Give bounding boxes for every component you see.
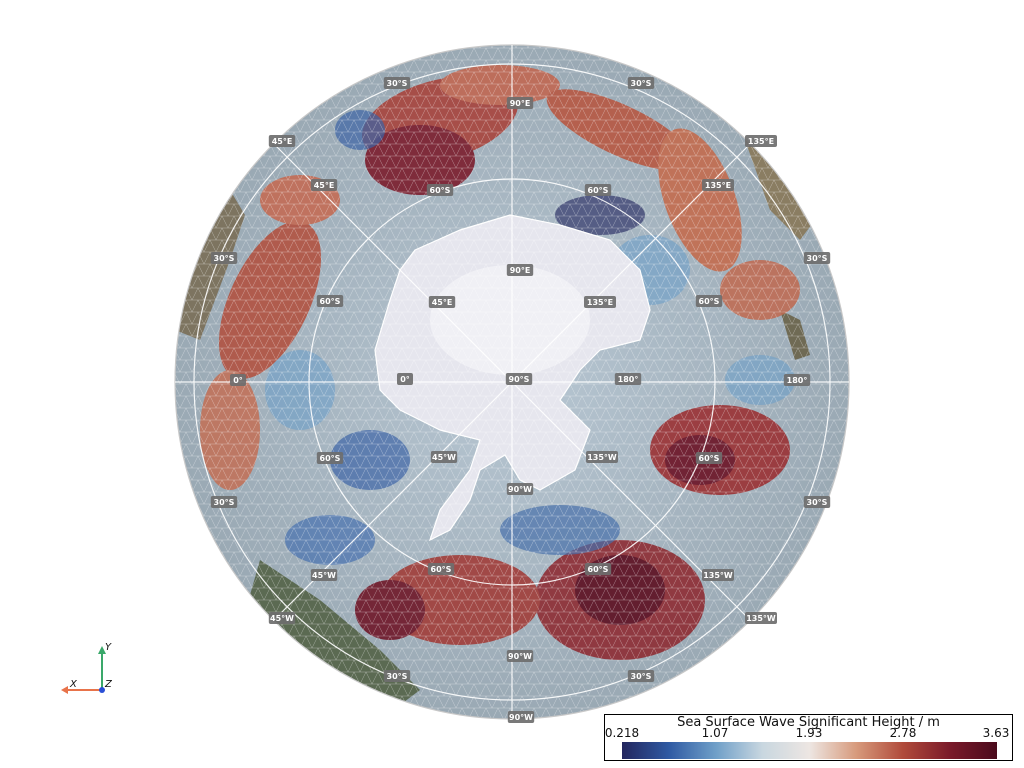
svg-text:45°W: 45°W bbox=[270, 614, 294, 623]
graticule-labels: 90°S 90°E 45°E 135°E 0° 180° 45°W 135°W 90°W 60°S… bbox=[210, 77, 831, 723]
graticule-label: 60°S bbox=[427, 563, 455, 575]
colorbar-gradient bbox=[622, 742, 997, 759]
svg-text:90°E: 90°E bbox=[510, 99, 531, 108]
svg-text:135°E: 135°E bbox=[587, 298, 613, 307]
svg-text:45°W: 45°W bbox=[432, 453, 456, 462]
graticule-label: 60°S bbox=[584, 563, 612, 575]
svg-text:135°E: 135°E bbox=[748, 137, 774, 146]
graticule-label: 30°S bbox=[803, 496, 831, 508]
graticule-label: 60°S bbox=[316, 295, 344, 307]
graticule-label: 0° bbox=[397, 373, 413, 385]
svg-text:60°S: 60°S bbox=[588, 186, 609, 195]
svg-text:30°S: 30°S bbox=[807, 254, 828, 263]
colorbar-tick: 1.93 bbox=[795, 726, 823, 740]
graticule-label: 180° bbox=[783, 374, 811, 386]
graticule-label: 45°E bbox=[268, 135, 296, 147]
svg-text:135°W: 135°W bbox=[703, 571, 733, 580]
svg-text:60°S: 60°S bbox=[430, 186, 451, 195]
svg-text:135°W: 135°W bbox=[746, 614, 776, 623]
colorbar-tick: 0.218 bbox=[604, 726, 640, 740]
svg-text:90°S: 90°S bbox=[509, 375, 530, 384]
graticule-label: 135°E bbox=[584, 296, 616, 308]
svg-text:30°S: 30°S bbox=[387, 672, 408, 681]
graticule-label: 135°E bbox=[702, 179, 734, 191]
graticule-label: 135°E bbox=[745, 135, 777, 147]
graticule-label: 90°E bbox=[506, 264, 534, 276]
orientation-axes[interactable]: Y X Z bbox=[58, 640, 118, 700]
svg-text:45°E: 45°E bbox=[314, 181, 335, 190]
svg-text:90°W: 90°W bbox=[508, 652, 532, 661]
svg-text:30°S: 30°S bbox=[214, 254, 235, 263]
x-axis-arrow-icon bbox=[61, 686, 68, 694]
graticule-label: 90°E bbox=[506, 97, 534, 109]
graticule-label: 45°W bbox=[430, 451, 458, 463]
graticule-label: 60°S bbox=[695, 452, 723, 464]
svg-text:90°W: 90°W bbox=[509, 713, 533, 722]
graticule-label: 135°W bbox=[745, 612, 777, 624]
svg-text:30°S: 30°S bbox=[387, 79, 408, 88]
svg-text:180°: 180° bbox=[618, 375, 639, 384]
svg-text:180°: 180° bbox=[787, 376, 808, 385]
svg-text:60°S: 60°S bbox=[699, 454, 720, 463]
graticule-label: 30°S bbox=[627, 670, 655, 682]
svg-text:30°S: 30°S bbox=[631, 672, 652, 681]
colorbar-tick: 3.63 bbox=[982, 726, 1010, 740]
colorbar-title: Sea Surface Wave Significant Height / m bbox=[677, 715, 940, 730]
z-axis-label: Z bbox=[104, 679, 113, 690]
graticule-label: 45°W bbox=[310, 569, 338, 581]
pole-label: 90°S bbox=[505, 373, 533, 385]
graticule-label: 45°W bbox=[268, 612, 296, 624]
svg-text:45°E: 45°E bbox=[432, 298, 453, 307]
graticule-label: 30°S bbox=[627, 77, 655, 89]
graticule-label: 135°W bbox=[702, 569, 734, 581]
graticule-label: 0° bbox=[230, 374, 246, 386]
svg-text:60°S: 60°S bbox=[320, 454, 341, 463]
graticule-label: 30°S bbox=[210, 496, 238, 508]
graticule-label: 30°S bbox=[803, 252, 831, 264]
svg-text:135°W: 135°W bbox=[587, 453, 617, 462]
graticule-label: 60°S bbox=[695, 295, 723, 307]
graticule-label: 90°W bbox=[507, 711, 535, 723]
svg-text:30°S: 30°S bbox=[214, 498, 235, 507]
graticule-label: 30°S bbox=[210, 252, 238, 264]
svg-text:30°S: 30°S bbox=[631, 79, 652, 88]
graticule-label: 60°S bbox=[426, 184, 454, 196]
colorbar-tick: 2.78 bbox=[889, 726, 917, 740]
svg-text:135°E: 135°E bbox=[705, 181, 731, 190]
graticule-label: 60°S bbox=[584, 184, 612, 196]
graticule-label: 135°W bbox=[586, 451, 618, 463]
svg-text:60°S: 60°S bbox=[431, 565, 452, 574]
svg-text:0°: 0° bbox=[400, 375, 410, 384]
graticule-label: 30°S bbox=[383, 670, 411, 682]
y-axis-label: Y bbox=[105, 642, 112, 653]
svg-text:45°W: 45°W bbox=[312, 571, 336, 580]
svg-text:30°S: 30°S bbox=[807, 498, 828, 507]
graticule-label: 180° bbox=[614, 373, 642, 385]
z-axis-dot-icon bbox=[99, 687, 105, 693]
svg-text:0°: 0° bbox=[233, 376, 243, 385]
x-axis-label: X bbox=[69, 679, 78, 690]
graticule-label: 30°S bbox=[383, 77, 411, 89]
graticule-label: 45°E bbox=[310, 179, 338, 191]
svg-text:90°W: 90°W bbox=[508, 485, 532, 494]
svg-text:60°S: 60°S bbox=[588, 565, 609, 574]
graticule-label: 90°W bbox=[506, 483, 534, 495]
graticule-label: 60°S bbox=[316, 452, 344, 464]
svg-text:60°S: 60°S bbox=[320, 297, 341, 306]
graticule-label: 45°E bbox=[428, 296, 456, 308]
colorbar-tick: 1.07 bbox=[701, 726, 729, 740]
svg-text:90°E: 90°E bbox=[510, 266, 531, 275]
svg-text:45°E: 45°E bbox=[272, 137, 293, 146]
svg-text:60°S: 60°S bbox=[699, 297, 720, 306]
colorbar-legend: Sea Surface Wave Significant Height / m … bbox=[604, 714, 1013, 761]
graticule-label: 90°W bbox=[506, 650, 534, 662]
y-axis-arrow-icon bbox=[98, 646, 106, 654]
